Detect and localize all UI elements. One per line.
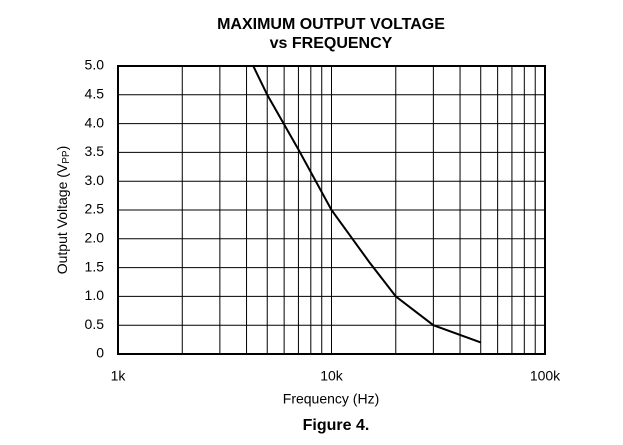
y-tick-label: 5.0 (85, 57, 105, 73)
chart-title: vs FREQUENCY (270, 35, 393, 52)
y-axis-label-text: Output Voltage (V (54, 163, 70, 274)
y-axis-label-end: ) (54, 146, 70, 151)
curve (118, 65, 482, 344)
y-tick-label: 0.5 (85, 316, 105, 332)
x-tick-label: 100k (530, 368, 561, 384)
y-tick-label: 3.5 (85, 143, 105, 159)
chart-title: MAXIMUM OUTPUT VOLTAGE (217, 16, 445, 33)
y-tick-label: 4.5 (85, 86, 105, 102)
y-tick-label: 0 (96, 345, 104, 361)
caption: Figure 4. (303, 417, 370, 434)
y-axis-label-sub: PP (61, 150, 72, 164)
plot-frame (117, 65, 546, 355)
y-tick-label: 2.5 (85, 201, 105, 217)
x-tick-label: 10k (320, 368, 344, 384)
y-tick-label: 3.0 (85, 172, 105, 188)
y-tick-label: 2.0 (85, 230, 105, 246)
y-axis-label: Output Voltage (VPP) (54, 146, 72, 275)
x-tick-label: 1k (111, 368, 127, 384)
y-tick-label: 1.5 (85, 258, 105, 274)
y-tick-label: 1.0 (85, 287, 105, 303)
x-axis-label: Frequency (Hz) (283, 391, 379, 407)
y-tick-label: 4.0 (85, 114, 105, 130)
